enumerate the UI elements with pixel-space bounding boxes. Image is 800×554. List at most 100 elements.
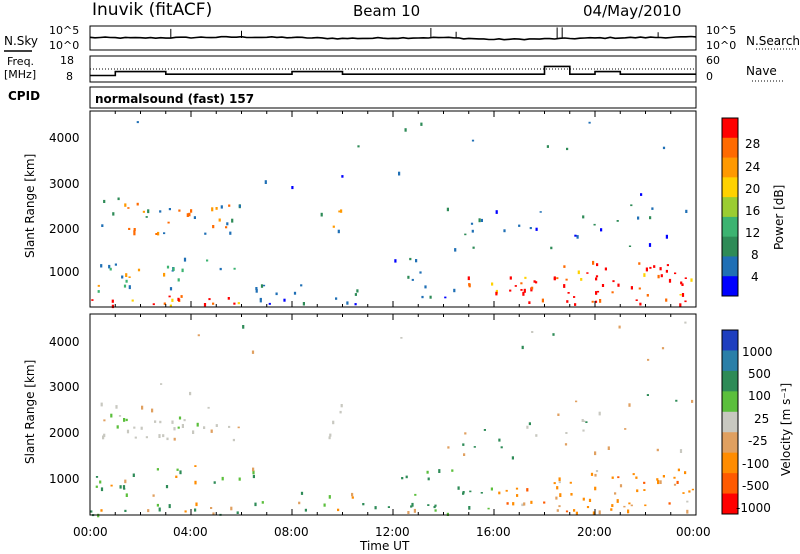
power-cell xyxy=(231,218,234,223)
velocity-cell xyxy=(100,509,103,512)
velocity-cell xyxy=(133,426,136,429)
velocity-cell xyxy=(228,425,231,428)
power-cell xyxy=(596,263,599,267)
power-cell xyxy=(523,288,526,293)
power-cell xyxy=(601,284,605,287)
power-cell xyxy=(260,284,264,288)
power-cell xyxy=(101,224,104,227)
velocity-cell xyxy=(123,418,126,422)
power-cell xyxy=(133,231,136,236)
velocity-cell xyxy=(581,419,584,422)
time-tick-2400: 00:00 xyxy=(676,525,711,539)
power-cell xyxy=(470,222,474,225)
power-cell xyxy=(529,227,532,230)
velocity-cell xyxy=(298,501,301,505)
noise-panel: N.Sky 10^5 10^0 10^5 10^0 N.Search xyxy=(4,24,800,52)
power-cell xyxy=(471,139,475,142)
power-cell xyxy=(404,128,407,132)
power-ytick-1000: 1000 xyxy=(49,265,80,279)
velocity-cell xyxy=(351,496,354,499)
power-cbar-tick-24: 24 xyxy=(745,160,760,174)
power-cell xyxy=(556,277,559,280)
velocity-cell xyxy=(178,416,182,420)
power-cell xyxy=(509,276,512,280)
velocity-cell xyxy=(659,480,662,484)
power-cell xyxy=(206,259,209,262)
power-cell xyxy=(133,230,136,232)
power-cell xyxy=(341,175,344,178)
velocity-cell xyxy=(154,420,157,423)
velocity-cell xyxy=(124,479,127,484)
velocity-cell xyxy=(673,476,676,479)
power-cell xyxy=(225,226,228,229)
velocity-cell xyxy=(102,435,105,440)
power-cell xyxy=(114,263,117,266)
velocity-colorbar-swatch xyxy=(722,493,738,515)
velocity-cell xyxy=(184,510,187,513)
velocity-cell xyxy=(328,495,331,499)
power-cell xyxy=(480,218,483,222)
noise-left-label: N.Sky xyxy=(4,34,38,48)
cpid-label: CPID xyxy=(8,89,40,103)
velocity-cell xyxy=(196,422,199,427)
velocity-cell xyxy=(500,446,503,449)
velocity-cell xyxy=(553,482,556,485)
freq-tick-bottom: 8 xyxy=(66,70,73,83)
velocity-cell xyxy=(630,504,633,507)
velocity-cell xyxy=(97,513,100,518)
power-cell xyxy=(524,276,527,279)
power-cell xyxy=(681,293,685,297)
power-cell xyxy=(446,207,449,212)
velocity-cell xyxy=(232,438,235,442)
power-cell xyxy=(178,209,181,212)
velocity-cell xyxy=(558,477,561,482)
power-cell xyxy=(180,295,183,298)
velocity-cell xyxy=(410,505,413,508)
velocity-cell xyxy=(647,358,650,361)
power-cell xyxy=(574,234,577,237)
power-cell xyxy=(356,289,359,293)
velocity-cell xyxy=(570,493,573,496)
velocity-cell xyxy=(252,470,255,475)
velocity-cell xyxy=(230,506,233,511)
velocity-cell xyxy=(387,506,390,508)
power-cell xyxy=(152,303,155,306)
power-cell xyxy=(680,281,683,285)
power-cell xyxy=(172,267,175,271)
velocity-cell xyxy=(528,422,531,426)
power-cell xyxy=(648,243,652,247)
power-colorbar-swatch xyxy=(722,118,738,139)
power-cell xyxy=(264,180,267,184)
power-cell xyxy=(429,295,432,299)
power-cell xyxy=(419,271,422,274)
power-cell xyxy=(219,267,222,271)
velocity-cell xyxy=(118,415,122,417)
power-cell xyxy=(335,297,338,300)
power-cell xyxy=(169,304,172,307)
velocity-cell xyxy=(434,509,437,512)
power-cell xyxy=(188,212,191,217)
power-cell xyxy=(495,210,498,214)
velocity-cell xyxy=(656,448,659,452)
power-cell xyxy=(580,278,583,281)
power-cell xyxy=(155,233,158,235)
power-cbar-tick-4: 4 xyxy=(751,270,759,284)
velocity-cell xyxy=(207,406,210,409)
velocity-cell xyxy=(582,497,585,501)
velocity-cell xyxy=(103,433,106,438)
power-cbar-tick-16: 16 xyxy=(745,204,760,218)
power-cell xyxy=(595,275,599,278)
power-cell xyxy=(415,259,418,263)
power-cell xyxy=(163,272,166,277)
velocity-cell xyxy=(323,503,326,507)
power-cell xyxy=(520,282,523,285)
velocity-cell xyxy=(521,345,524,350)
power-cell xyxy=(407,275,410,279)
power-cell xyxy=(100,264,103,268)
power-cell xyxy=(168,295,171,298)
power-cell xyxy=(177,278,180,282)
velocity-cell xyxy=(644,504,647,507)
noise-left-tick-top: 10^5 xyxy=(49,24,79,37)
power-cell xyxy=(612,280,615,283)
power-cell xyxy=(159,210,162,213)
